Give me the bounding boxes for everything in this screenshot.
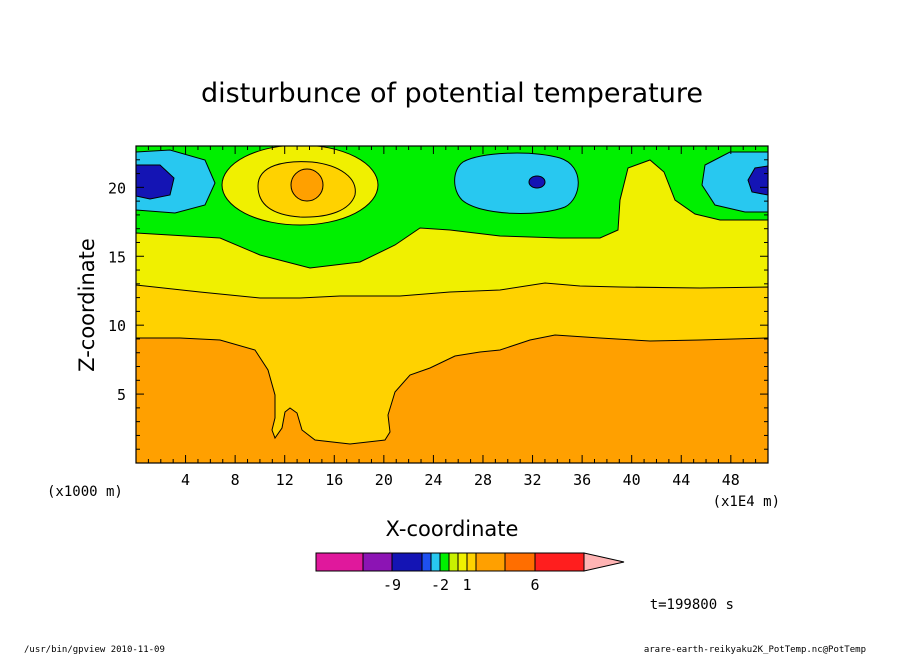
plot-frame: [135, 145, 769, 464]
y-tick-label: 20: [108, 179, 126, 197]
y-axis: 5 10 15 20: [108, 159, 768, 450]
x-tick-label: 36: [573, 471, 591, 489]
colorbar-label: 1: [462, 576, 471, 594]
colorbar-segment: [466, 552, 477, 572]
x-axis: 4 8 12 16 20 24 28 32 36 40 44 48: [147, 146, 757, 489]
colorbar-segment: [448, 552, 459, 572]
colorbar-segment: [362, 552, 393, 572]
x-tick-label: 48: [722, 471, 740, 489]
colorbar-segment: [534, 552, 585, 572]
x-tick-label: 4: [181, 471, 190, 489]
colorbar-label: -9: [383, 576, 401, 594]
colorbar-segment: [430, 552, 441, 572]
chart-title: disturbunce of potential temperature: [201, 78, 703, 109]
warm-core: [290, 168, 324, 202]
cold-cyan-mid: [454, 152, 579, 214]
x-tick-label: 16: [325, 471, 343, 489]
footer-left: /usr/bin/gpview 2010-11-09: [24, 645, 165, 654]
x-tick-label: 40: [623, 471, 641, 489]
x-tick-label: 8: [231, 471, 240, 489]
x-tick-label: 20: [375, 471, 393, 489]
colorbar-arrow: [583, 552, 625, 572]
y-tick-label: 5: [117, 386, 126, 404]
x-unit-left: (x1000 m): [47, 484, 123, 500]
cold-blue-left: [136, 164, 175, 200]
colorbar-label: -2: [431, 576, 449, 594]
cold-blue-mid: [528, 175, 546, 189]
time-label: t=199800 s: [650, 597, 734, 613]
colorbar-segment: [439, 552, 450, 572]
y-tick-label: 10: [108, 317, 126, 335]
region-orange: [136, 334, 768, 463]
cold-cyan-right: [701, 151, 768, 213]
x-tick-label: 24: [424, 471, 442, 489]
x-tick-label: 12: [276, 471, 294, 489]
x-axis-label: X-coordinate: [386, 517, 519, 541]
x-unit-right: (x1E4 m): [713, 494, 780, 510]
colorbar-segment: [475, 552, 506, 572]
colorbar: -9 -2 1 6: [315, 552, 625, 594]
footer-right: arare-earth-reikyaku2K_PotTemp.nc@PotTem…: [644, 645, 866, 654]
colorbar-segment: [457, 552, 468, 572]
colorbar-label: 6: [530, 576, 539, 594]
x-tick-label: 32: [524, 471, 542, 489]
colorbar-segment: [315, 552, 364, 572]
colorbar-segment: [421, 552, 432, 572]
plot-field: [136, 146, 768, 463]
colorbar-segment: [391, 552, 423, 572]
colorbar-segment: [504, 552, 536, 572]
y-axis-label: Z-coordinate: [75, 238, 99, 372]
x-tick-label: 28: [474, 471, 492, 489]
x-tick-label: 44: [672, 471, 690, 489]
y-tick-label: 15: [108, 248, 126, 266]
